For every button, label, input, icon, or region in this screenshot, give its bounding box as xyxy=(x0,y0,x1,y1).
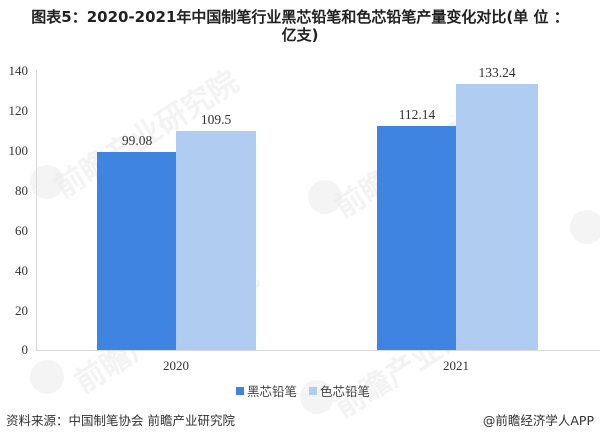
y-axis-line xyxy=(36,70,37,351)
watermark-logo-icon xyxy=(30,360,64,394)
legend-label: 黑芯铅笔 xyxy=(247,384,298,399)
bar-2021-color-core xyxy=(456,84,538,350)
value-label-2020-black-core: 99.08 xyxy=(121,133,153,148)
value-label-2020-color-core: 109.5 xyxy=(200,112,232,127)
y-tick-label: 120 xyxy=(8,103,29,118)
chart-footer: 资料来源：中国制笔协会 前瞻产业研究院 @前瞻经济学人APP xyxy=(6,410,594,429)
credit-note: @前瞻经济学人APP xyxy=(482,413,594,428)
value-label-2021-black-core: 112.14 xyxy=(398,107,436,122)
y-tick-label: 140 xyxy=(8,63,29,78)
watermark-logo-icon xyxy=(30,165,64,199)
legend-item-color-core: 色芯铅笔 xyxy=(309,381,370,400)
y-tick-label: 100 xyxy=(8,143,29,158)
y-tick-label: 20 xyxy=(15,303,28,318)
source-note: 资料来源：中国制笔协会 前瞻产业研究院 xyxy=(6,413,235,428)
bar-2020-black-core xyxy=(97,152,176,350)
legend-item-black-core: 黑芯铅笔 xyxy=(236,381,297,400)
y-tick-label: 0 xyxy=(21,342,29,357)
y-tick-label: 80 xyxy=(15,183,28,198)
chart-legend: 黑芯铅笔 色芯铅笔 xyxy=(236,381,382,400)
watermark-logo-icon xyxy=(308,180,342,214)
x-axis-line xyxy=(36,350,600,351)
watermark-logo-icon xyxy=(300,380,334,414)
bar-2021-black-core xyxy=(377,126,456,350)
y-tick-label: 60 xyxy=(15,223,28,238)
chart-title: 图表5：2020-2021年中国制笔行业黑芯铅笔和色芯铅笔产量变化对比(单 位 … xyxy=(0,8,600,44)
x-tick-label-2020: 2020 xyxy=(163,358,189,373)
bar-2020-color-core xyxy=(176,131,256,350)
legend-label: 色芯铅笔 xyxy=(320,384,371,399)
y-tick-label: 40 xyxy=(15,263,28,278)
chart-title-line1: 图表5：2020-2021年中国制笔行业黑芯铅笔和色芯铅笔产量变化对比(单 位 … xyxy=(31,8,569,26)
value-label-2021-color-core: 133.24 xyxy=(478,65,516,80)
watermark-logo-icon xyxy=(570,210,600,244)
x-tick-label-2021: 2021 xyxy=(443,358,469,373)
chart-title-line2: 亿支) xyxy=(281,26,319,44)
legend-swatch-icon xyxy=(309,386,318,395)
legend-swatch-icon xyxy=(236,386,244,395)
